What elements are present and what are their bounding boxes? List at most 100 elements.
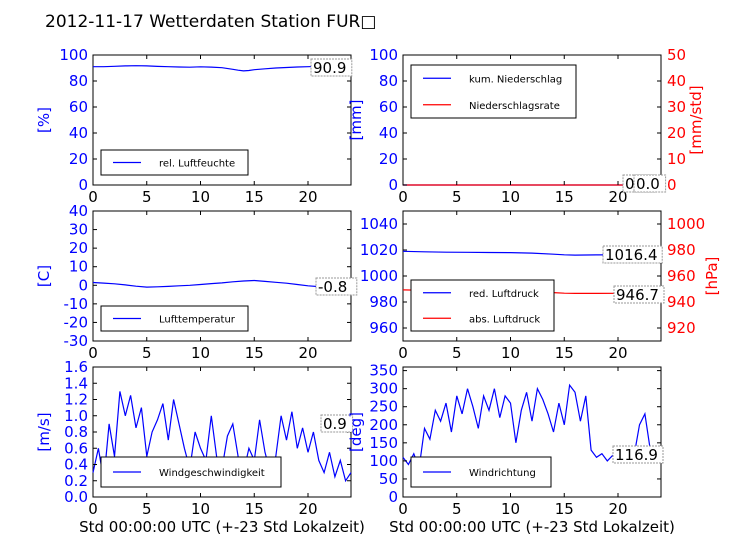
x-tick-label: 20: [608, 500, 627, 518]
x-axis-label: Std 00:00:00 UTC (+-23 Std Lokalzeit): [389, 518, 675, 536]
annotation-box: [315, 277, 358, 296]
legend-entry: Niederschlagsrate: [469, 101, 560, 112]
y-tick-label: 100: [59, 46, 88, 64]
x-tick-label: 5: [142, 344, 152, 362]
y-tick-label: 0.6: [64, 439, 88, 457]
y-right-tick-label: 50: [667, 46, 686, 64]
y-tick-label: -20: [64, 313, 89, 331]
legend-entry: kum. Niederschlag: [469, 74, 562, 85]
legend-entry: abs. Luftdruck: [469, 314, 540, 325]
legend-entry: rel. Luftfeuchte: [159, 159, 235, 170]
y-right-tick-label: 920: [667, 319, 696, 337]
y-tick-label: 1040: [360, 215, 398, 233]
y-axis-label: [%]: [35, 107, 53, 133]
annotation-box: [320, 414, 354, 433]
y-right-tick-label: 1000: [667, 215, 705, 233]
x-tick-label: 0: [88, 344, 98, 362]
x-tick-label: 10: [191, 500, 210, 518]
y-tick-label: 80: [379, 72, 398, 90]
y-right-tick-label: 40: [667, 72, 686, 90]
y-tick-label: 100: [369, 46, 398, 64]
y-tick-label: 80: [69, 72, 88, 90]
x-tick-label: 20: [608, 188, 627, 206]
x-tick-label: 15: [555, 500, 574, 518]
y-tick-label: 10: [69, 258, 88, 276]
legend-entry: Windgeschwindigkeit: [159, 468, 265, 479]
y-tick-label: 1020: [360, 241, 398, 259]
annotation-text: 0.0: [636, 175, 660, 193]
x-tick-label: 15: [245, 344, 264, 362]
legend: red. Luftdruck abs. Luftdruck: [410, 279, 555, 332]
value-annotation: -0.8: [315, 277, 358, 296]
y-tick-label: 350: [369, 362, 398, 380]
y-axis-label: [mm]: [347, 100, 365, 141]
x-tick-label: 10: [191, 344, 210, 362]
legend: Windgeschwindigkeit: [100, 456, 282, 488]
value-annotation: 1016.4: [602, 245, 663, 264]
y-tick-label: 40: [379, 124, 398, 142]
annotation-text: 90.9: [313, 59, 346, 77]
legend-entry: red. Luftdruck: [469, 289, 539, 300]
y-tick-label: 1.4: [64, 374, 88, 392]
y-tick-label: 300: [369, 380, 398, 398]
pressure-panel: 0 5 10 15 20 960 980 1000 1020 1040 920 940 960 980 10…: [360, 210, 721, 362]
x-tick-label: 15: [555, 344, 574, 362]
legend: Lufttemperatur: [100, 305, 249, 332]
series-group: [93, 65, 351, 72]
y-tick-label: 250: [369, 398, 398, 416]
y-tick-label: 0.2: [64, 472, 88, 490]
y-tick-label: 60: [69, 98, 88, 116]
y-tick-label: 0.0: [64, 488, 88, 506]
windspeed-panel: 0 5 10 15 20 0.00.20.40.60.81.01.21.41.6 [m/s]…: [35, 358, 365, 536]
annotation-text: 946.7: [616, 286, 659, 304]
y-tick-label: 60: [379, 98, 398, 116]
y-axis-label: [C]: [35, 265, 53, 287]
y-tick-label: 30: [69, 221, 88, 239]
x-tick-label: 15: [555, 188, 574, 206]
y-right-axis-label: [mm/std]: [687, 85, 705, 154]
x-tick-label: 5: [142, 500, 152, 518]
value-annotation: 946.7: [613, 285, 665, 304]
legend-box: [410, 279, 555, 332]
y-tick-label: 1000: [360, 267, 398, 285]
y-tick-label: 980: [369, 293, 398, 311]
y-right-tick-label: 10: [667, 150, 686, 168]
y-tick-label: 1.2: [64, 391, 88, 409]
value-annotation: 90.9: [310, 58, 353, 77]
value-annotation: 0.0: [633, 174, 667, 193]
y-right-tick-label: 960: [667, 267, 696, 285]
legend-box: [100, 149, 249, 176]
x-tick-label: 5: [142, 188, 152, 206]
annotation-box: [310, 58, 353, 77]
y-tick-label: 0.8: [64, 423, 88, 441]
x-tick-label: 15: [245, 500, 264, 518]
y-tick-label: 200: [369, 416, 398, 434]
y-tick-label: 40: [69, 202, 88, 220]
x-tick-label: 20: [298, 188, 317, 206]
precipitation-panel: 0 5 10 15 20 0 20 40 60 80 100 0 10 20 30 40 50 [mm] [mm/s…: [347, 46, 705, 206]
page-title: 2012-11-17 Wetterdaten Station FUR□: [45, 12, 376, 32]
legend: kum. Niederschlag Niederschlagsrate: [410, 64, 577, 119]
x-tick-label: 20: [298, 344, 317, 362]
y-tick-label: 40: [69, 124, 88, 142]
y-tick-label: -10: [64, 295, 89, 313]
annotation-box: [613, 285, 665, 304]
x-tick-label: 0: [398, 188, 408, 206]
legend: rel. Luftfeuchte: [100, 149, 249, 176]
x-tick-label: 5: [452, 188, 462, 206]
y-tick-label: 0: [78, 176, 88, 194]
y-tick-label: -30: [64, 332, 89, 350]
annotation-text: 0.9: [323, 415, 347, 433]
legend-entry: Lufttemperatur: [159, 315, 236, 326]
x-tick-label: 10: [191, 188, 210, 206]
y-tick-label: 1.6: [64, 358, 88, 376]
x-tick-label: 5: [452, 500, 462, 518]
x-tick-label: 10: [501, 344, 520, 362]
y-tick-label: 1.0: [64, 407, 88, 425]
humidity-panel: 0 5 10 15 20 0 20 40 60 80 100 [%] rel. Luftfeuchte 9…: [35, 46, 353, 206]
y-tick-label: 20: [379, 150, 398, 168]
y-tick-label: 0: [388, 176, 398, 194]
x-tick-label: 10: [501, 188, 520, 206]
